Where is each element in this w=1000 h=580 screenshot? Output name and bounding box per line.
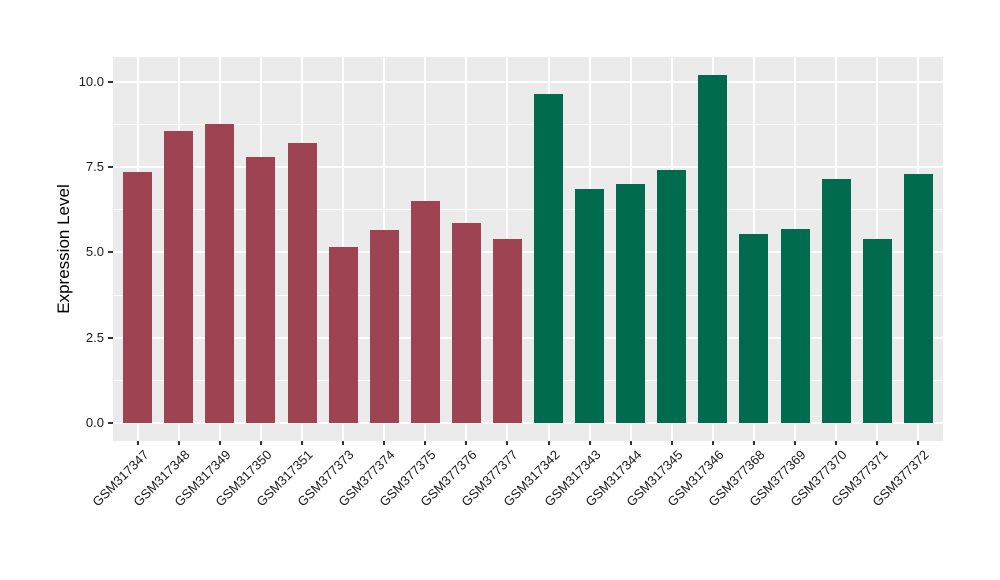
bar-GSM317350 — [246, 156, 276, 424]
x-tick-mark — [506, 441, 509, 445]
x-tick-mark — [465, 441, 468, 445]
x-tick-mark — [342, 441, 345, 445]
y-tick-mark — [108, 166, 113, 168]
bar-GSM317346 — [698, 74, 728, 424]
y-major-gridline — [113, 251, 943, 254]
y-minor-gridline — [113, 209, 943, 211]
y-major-gridline — [113, 422, 943, 425]
bar-GSM377370 — [821, 178, 851, 424]
bar-GSM317351 — [287, 143, 317, 424]
bar-GSM317345 — [657, 170, 687, 424]
x-tick-mark — [588, 441, 591, 445]
x-tick-mark — [711, 441, 714, 445]
x-tick-mark — [383, 441, 386, 445]
x-tick-mark — [301, 441, 303, 445]
x-tick-mark — [752, 441, 755, 445]
bar-GSM317343 — [575, 189, 605, 424]
x-tick-mark — [835, 441, 838, 445]
y-minor-gridline — [113, 294, 943, 296]
y-tick-label: 0.0 — [85, 415, 104, 431]
bar-GSM317347 — [123, 172, 153, 424]
x-tick-mark — [547, 441, 550, 445]
y-major-gridline — [113, 166, 943, 168]
bar-GSM377369 — [780, 228, 810, 424]
x-tick-mark — [629, 441, 632, 445]
y-tick-label: 7.5 — [85, 159, 104, 174]
y-tick-mark — [108, 422, 113, 425]
x-tick-mark — [670, 441, 673, 445]
bar-GSM317344 — [616, 184, 646, 424]
bar-GSM317349 — [205, 124, 235, 424]
x-tick-mark — [218, 441, 221, 445]
bar-GSM377376 — [451, 223, 481, 424]
y-major-gridline — [113, 336, 943, 339]
bar-GSM377375 — [410, 201, 440, 424]
bar-GSM317342 — [534, 93, 564, 424]
y-tick-label: 10.0 — [78, 73, 104, 89]
y-tick-mark — [108, 80, 113, 83]
y-tick-label: 5.0 — [85, 244, 104, 260]
bar-GSM377368 — [739, 233, 769, 424]
y-tick-label: 2.5 — [85, 329, 104, 345]
x-tick-mark — [794, 441, 797, 445]
x-tick-mark — [424, 441, 427, 445]
bar-GSM377373 — [328, 247, 358, 424]
bar-GSM377372 — [903, 173, 933, 424]
bar-GSM377371 — [862, 238, 892, 424]
y-minor-gridline — [113, 380, 943, 382]
y-axis-title: Expression Level — [54, 184, 73, 314]
y-tick-mark — [108, 251, 113, 254]
bar-GSM377377 — [492, 238, 522, 424]
x-tick-mark — [136, 441, 139, 445]
x-tick-mark — [917, 441, 920, 445]
x-tick-mark — [259, 441, 262, 445]
y-tick-mark — [108, 336, 113, 339]
bar-GSM317348 — [164, 131, 194, 424]
y-minor-gridline — [113, 123, 943, 125]
bar-GSM377374 — [369, 230, 399, 424]
x-tick-mark — [876, 441, 879, 445]
x-tick-mark — [177, 441, 180, 445]
y-major-gridline — [113, 80, 943, 83]
